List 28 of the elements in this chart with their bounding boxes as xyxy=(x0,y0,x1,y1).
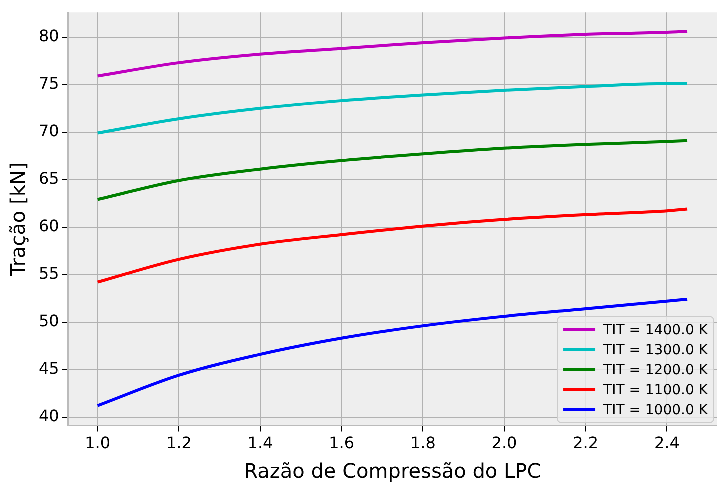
line-series xyxy=(96,208,690,284)
line-series xyxy=(96,30,690,78)
x-tick-label: 1.6 xyxy=(329,434,355,453)
legend-label: TIT = 1400.0 K xyxy=(602,322,709,338)
legend-label: TIT = 1300.0 K xyxy=(602,342,709,358)
y-axis-title: Tração [kN] xyxy=(6,162,30,278)
y-tick-label: 65 xyxy=(39,168,60,188)
y-tick-label: 70 xyxy=(39,121,60,140)
legend-label: TIT = 1100.0 K xyxy=(602,382,709,398)
x-axis-title: Razão de Compressão do LPC xyxy=(244,459,542,484)
legend-label: TIT = 1200.0 K xyxy=(602,362,709,378)
y-tick-label: 50 xyxy=(39,311,60,330)
x-tick-label: 1.8 xyxy=(410,434,436,453)
y-tick-label: 40 xyxy=(39,406,60,426)
x-tick-label: 1.2 xyxy=(166,434,192,453)
x-tick-label: 2.2 xyxy=(573,434,599,453)
x-tick-label: 1.4 xyxy=(248,434,274,453)
line-series xyxy=(96,139,690,202)
y-tick-label: 75 xyxy=(39,74,60,93)
y-tick-label: 55 xyxy=(39,264,60,283)
y-tick-label: 45 xyxy=(39,358,60,378)
line-series xyxy=(96,82,690,135)
y-tick-label: 60 xyxy=(39,216,60,236)
legend-label: TIT = 1000.0 K xyxy=(602,402,709,418)
x-tick-label: 1.0 xyxy=(85,434,111,453)
x-tick-label: 2.0 xyxy=(492,434,518,453)
x-tick-label: 2.4 xyxy=(654,434,680,453)
y-tick-label: 80 xyxy=(39,26,60,46)
